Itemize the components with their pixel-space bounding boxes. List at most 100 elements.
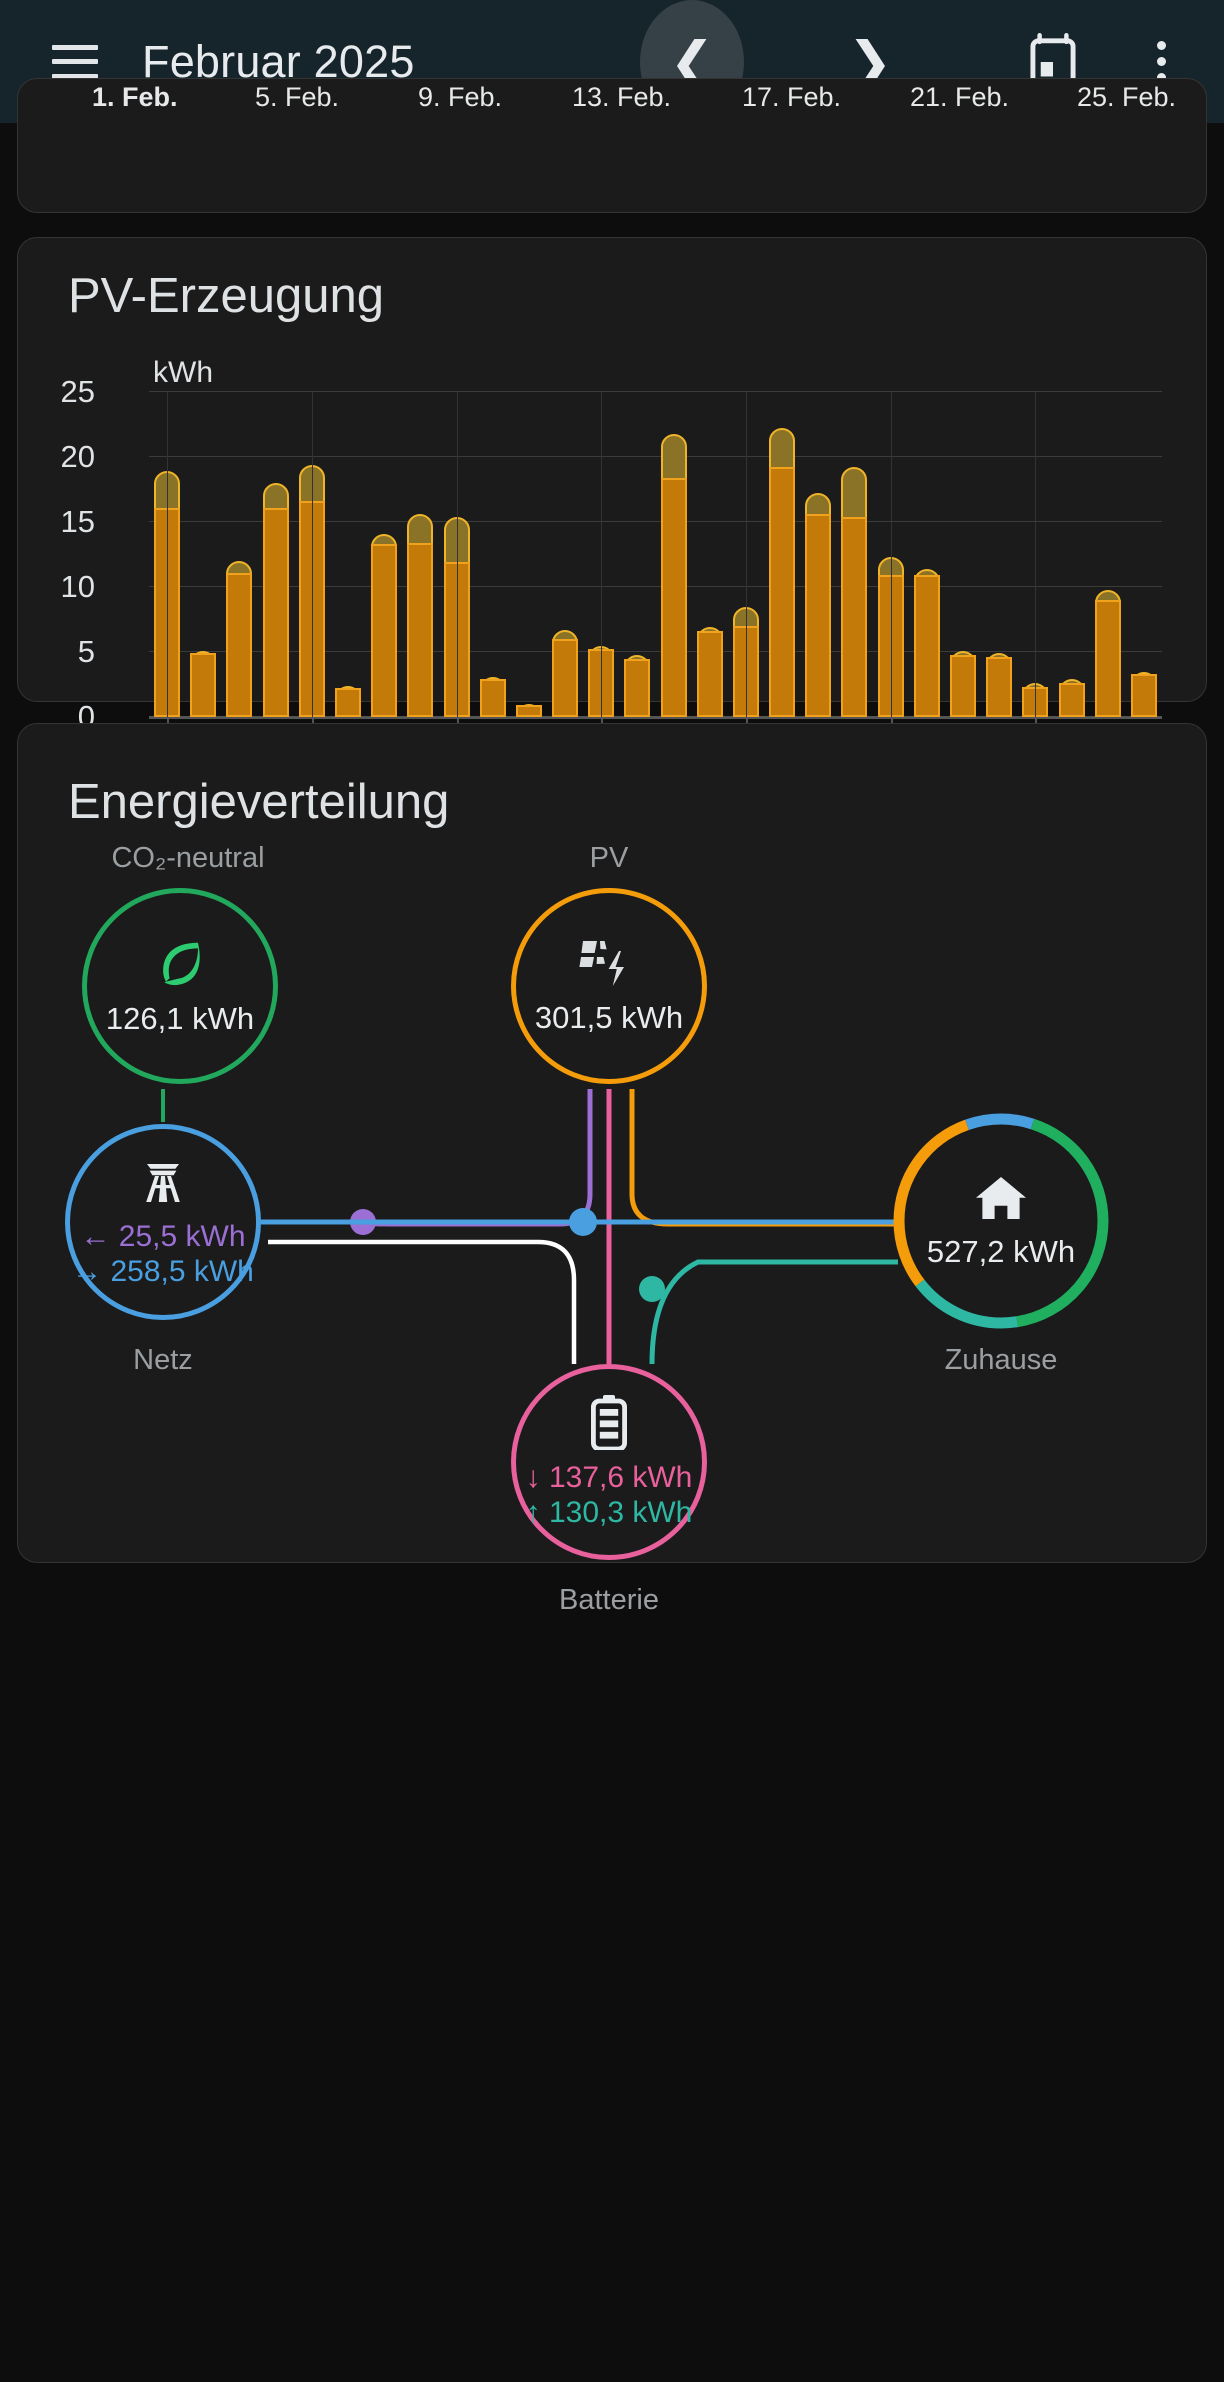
- bar[interactable]: [913, 392, 940, 717]
- flow-line: [268, 1239, 577, 1364]
- grid-line: [149, 391, 1162, 392]
- bar[interactable]: [660, 392, 687, 717]
- bar-segment-inner: [552, 639, 579, 717]
- energy-card-title: Energieverteilung: [68, 775, 450, 829]
- grid-line-vertical: [601, 392, 603, 717]
- flow-node-dot: [569, 1208, 597, 1236]
- y-axis-unit-label: kWh: [153, 356, 213, 389]
- bar[interactable]: [696, 392, 723, 717]
- node-value-home: 527,2 kWh: [926, 1233, 1076, 1269]
- node-co2-neutral[interactable]: 126,1 kWh: [82, 888, 278, 1084]
- grid-line-vertical: [311, 392, 313, 717]
- bar[interactable]: [1130, 392, 1157, 717]
- bar[interactable]: [515, 392, 542, 717]
- node-label-grid: Netz: [133, 1344, 193, 1376]
- bar-segment-inner: [696, 631, 723, 717]
- energy-distribution-card[interactable]: Energieverteilung CO₂-neutral 126,1 kWh …: [17, 723, 1207, 1616]
- bar-segment-inner: [371, 544, 398, 717]
- bar-segment-inner: [986, 657, 1013, 717]
- bar-segment-inner: [515, 705, 542, 717]
- clipped-axis-label: 25. Feb.: [1077, 82, 1177, 112]
- x-axis-tick-mark: [890, 717, 893, 727]
- bar[interactable]: [624, 392, 651, 717]
- bar-segment-inner: [805, 514, 832, 717]
- bar[interactable]: [1094, 392, 1121, 717]
- bar-segment-inner: [624, 658, 651, 717]
- overflow-menu-button[interactable]: [1132, 33, 1190, 91]
- flow-line: [629, 1089, 898, 1227]
- node-pv[interactable]: 301,5 kWh: [511, 888, 707, 1084]
- bar[interactable]: [190, 392, 217, 717]
- grid-line: [149, 456, 1162, 457]
- bar[interactable]: [841, 392, 868, 717]
- node-value-battery-discharge: ↑ 130,3 kWh: [525, 1495, 693, 1529]
- node-battery[interactable]: ↓ 137,6 kWh ↑ 130,3 kWh: [511, 1364, 707, 1560]
- grid-line: [149, 586, 1162, 587]
- bar-segment-inner: [1058, 683, 1085, 717]
- y-axis-tick-label: 10: [60, 569, 95, 604]
- pv-plot-area: [149, 391, 1162, 717]
- energy-flow-lines: [161, 1089, 898, 1365]
- bar[interactable]: [262, 392, 289, 717]
- y-axis-tick-label: 5: [77, 634, 95, 669]
- bar[interactable]: [986, 392, 1013, 717]
- home-icon: [973, 1173, 1029, 1228]
- node-grid[interactable]: ← 25,5 kWh → 258,5 kWh: [65, 1124, 261, 1320]
- bar-segment-inner: [407, 542, 434, 717]
- x-axis-tick-mark: [1035, 717, 1038, 727]
- grid-line-vertical: [890, 392, 892, 717]
- clipped-axis-label: 21. Feb.: [910, 82, 1010, 112]
- grid-line: [149, 716, 1162, 717]
- node-label-home: Zuhause: [944, 1344, 1058, 1376]
- bar-segment-inner: [479, 679, 506, 717]
- bar-segment-inner: [190, 653, 217, 717]
- clipped-x-axis: 1. Feb. 5. Feb. 9. Feb. 13. Feb. 17. Feb…: [92, 82, 1176, 122]
- bar[interactable]: [334, 392, 361, 717]
- bar-segment-inner: [769, 467, 796, 717]
- bar[interactable]: [407, 392, 434, 717]
- grid-line: [149, 521, 1162, 522]
- flow-line: [360, 1089, 593, 1227]
- bar-segment-inner: [660, 477, 687, 717]
- bar[interactable]: [226, 392, 253, 717]
- grid-line-vertical: [167, 392, 169, 717]
- node-home[interactable]: 527,2 kWh: [893, 1113, 1109, 1329]
- bar-segment-inner: [1094, 600, 1121, 717]
- home-ring: [893, 1113, 1109, 1329]
- bar-segment-inner: [262, 507, 289, 717]
- flow-line: [649, 1259, 898, 1365]
- y-axis-tick-label: 15: [60, 504, 95, 539]
- scrolled-card-above: 1. Feb. 5. Feb. 9. Feb. 13. Feb. 17. Feb…: [17, 78, 1207, 213]
- node-value-co2: 126,1 kWh: [105, 1000, 255, 1036]
- battery-icon: [589, 1394, 629, 1455]
- bar-segment-inner: [1130, 674, 1157, 717]
- node-value-pv: 301,5 kWh: [534, 999, 684, 1035]
- x-axis-tick-mark: [601, 717, 604, 727]
- bar[interactable]: [479, 392, 506, 717]
- bar[interactable]: [769, 392, 796, 717]
- bar-segment-inner: [334, 688, 361, 717]
- x-axis-tick-mark: [167, 717, 170, 727]
- grid-line: [149, 651, 1162, 652]
- clipped-axis-label: 9. Feb.: [418, 82, 503, 112]
- bar[interactable]: [371, 392, 398, 717]
- grid-line-vertical: [456, 392, 458, 717]
- hamburger-icon[interactable]: [52, 44, 98, 79]
- node-label-co2: CO₂-neutral: [111, 842, 265, 874]
- bar[interactable]: [805, 392, 832, 717]
- node-label-pv: PV: [589, 842, 629, 874]
- bar[interactable]: [552, 392, 579, 717]
- node-value-battery-charge: ↓ 137,6 kWh: [525, 1461, 693, 1494]
- x-axis-tick-mark: [311, 717, 314, 727]
- bar-segment-inner: [950, 654, 977, 717]
- y-axis-tick-label: 25: [60, 374, 95, 409]
- solar-panel-icon: [579, 937, 639, 994]
- grid-line-vertical: [745, 392, 747, 717]
- pv-card-title: PV-Erzeugung: [68, 269, 384, 323]
- bar[interactable]: [1058, 392, 1085, 717]
- bar-segment-inner: [913, 575, 940, 717]
- node-label-battery: Batterie: [559, 1584, 659, 1616]
- bar[interactable]: [950, 392, 977, 717]
